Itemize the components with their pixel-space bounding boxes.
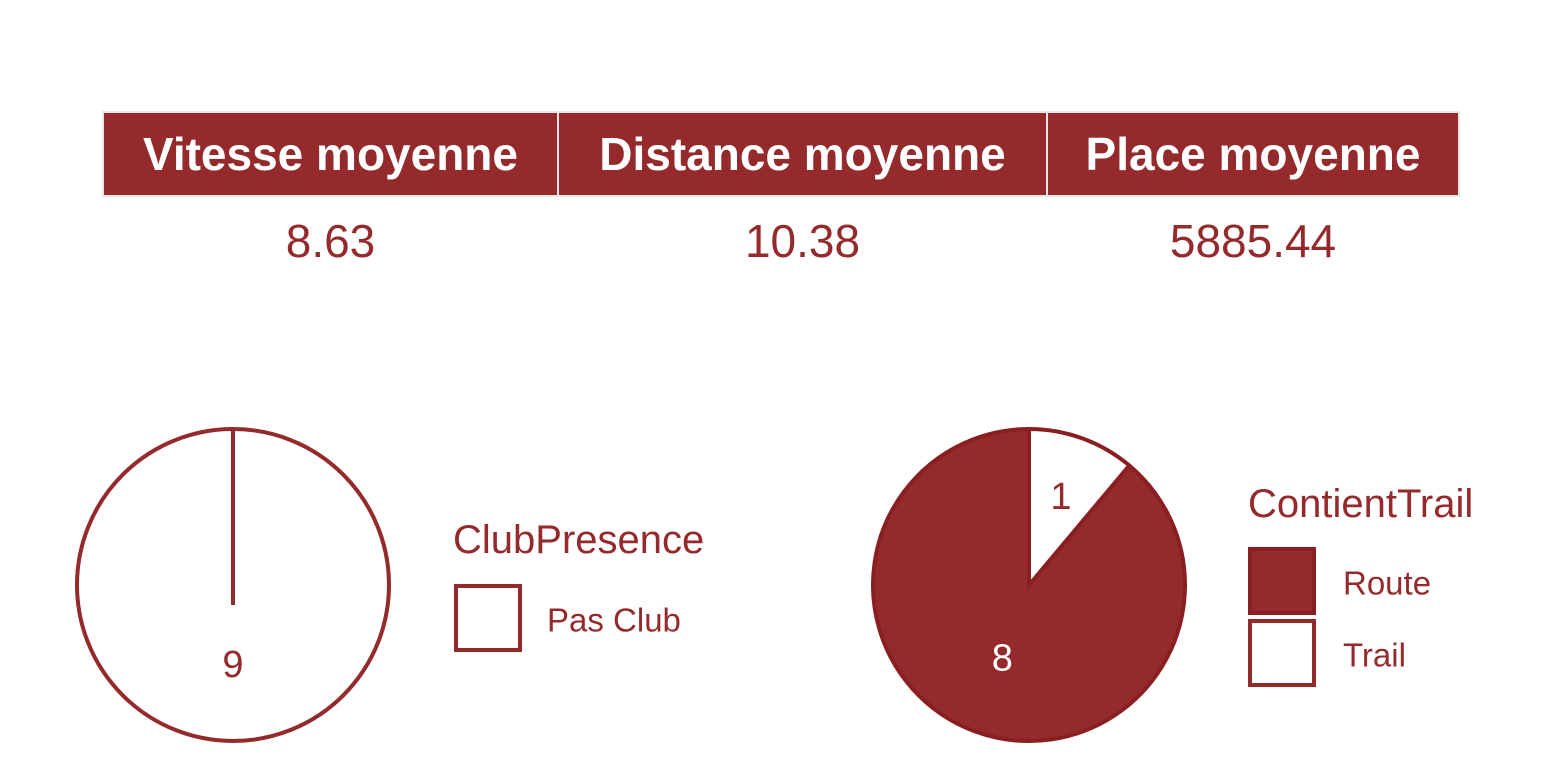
slice-label-pas-club: 9	[222, 644, 243, 686]
legend-label-pas-club: Pas Club	[547, 602, 681, 639]
header-distance-moyenne: Distance moyenne	[557, 111, 1048, 197]
slice-trail	[1027, 426, 1133, 591]
slice-label-trail: 1	[1050, 476, 1071, 518]
value-distance-moyenne: 10.38	[744, 215, 861, 267]
legend-title-clubpresence: ClubPresence	[453, 518, 704, 562]
header-vitesse-moyenne: Vitesse moyenne	[102, 111, 559, 197]
legend-label-route: Route	[1343, 565, 1431, 602]
stats-value-row: 8.63 10.38 5885.44	[103, 196, 1459, 285]
stats-table: Vitesse moyenne Distance moyenne Place m…	[102, 111, 1460, 285]
legend-swatch-pas-club	[454, 584, 522, 652]
stats-header-row: Vitesse moyenne Distance moyenne Place m…	[102, 111, 1460, 197]
legend-swatch-route	[1248, 547, 1316, 615]
slice-label-route: 8	[992, 637, 1013, 679]
header-place-moyenne: Place moyenne	[1046, 111, 1460, 197]
value-vitesse-moyenne: 8.63	[285, 215, 376, 267]
legend-title-contienttrail: ContientTrail	[1248, 482, 1473, 526]
legend-label-trail: Trail	[1343, 637, 1406, 674]
value-place-moyenne: 5885.44	[1169, 215, 1337, 267]
legend-swatch-trail	[1248, 619, 1316, 687]
